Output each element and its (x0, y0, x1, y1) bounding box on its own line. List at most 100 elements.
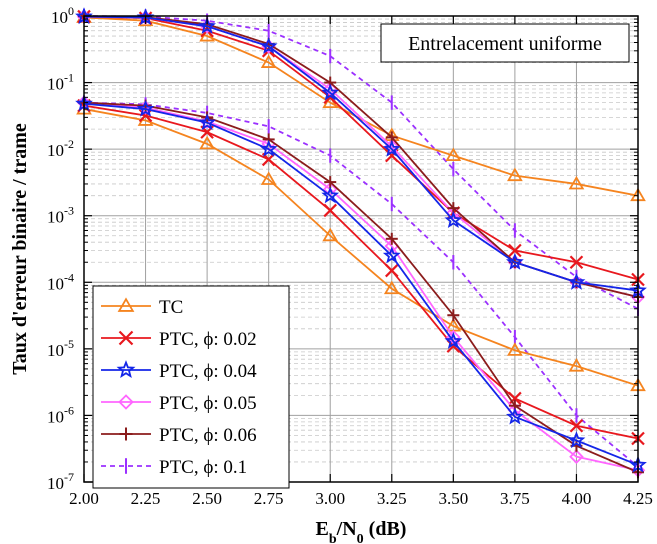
legend-label: PTC, ϕ: 0.1 (159, 457, 247, 478)
x-tick-label: 3.50 (438, 489, 468, 508)
star-marker (321, 186, 340, 204)
y-tick-label-exponent: -5 (64, 337, 74, 351)
series-line-ber (83, 104, 639, 440)
legend: TC PTC, ϕ: 0.02 PTC, ϕ: 0.04 PTC, ϕ: 0.05 PT… (92, 285, 290, 489)
x-tick-label: 4.00 (562, 489, 592, 508)
y-tick-label: 100 (51, 4, 74, 27)
x-axis-title-tail: (dB) (364, 518, 407, 540)
y-tick-label: 10-2 (47, 137, 74, 160)
legend-item: PTC, ϕ: 0.04 (101, 360, 257, 382)
annotation-box: Entrelacement uniforme (380, 23, 630, 63)
star-marker (444, 211, 463, 228)
triangle-marker (260, 54, 277, 68)
series-line-fer (83, 16, 639, 197)
y-tick-label-base: 10 (47, 141, 64, 160)
y-tick-label-base: 10 (47, 474, 64, 493)
diamond-marker (118, 394, 134, 410)
legend-label: PTC, ϕ: 0.06 (159, 425, 257, 446)
legend-label: TC (159, 297, 183, 318)
y-tick-label: 10-3 (47, 204, 74, 227)
x-marker-stroke (118, 330, 134, 346)
star-marker (136, 99, 155, 117)
y-tick-label-exponent: -1 (64, 71, 74, 85)
x-tick-label: 3.25 (377, 489, 407, 508)
legend-item: PTC, ϕ: 0.02 (101, 329, 257, 350)
x-axis-title: Eb/N0 (dB) (316, 518, 407, 544)
x-marker-stroke (508, 243, 522, 258)
triangle-marker (260, 171, 277, 185)
series-line-ber (83, 101, 639, 472)
x-tick-label: 2.00 (69, 489, 99, 508)
triangle-marker (445, 147, 462, 162)
legend-label: PTC, ϕ: 0.04 (159, 361, 257, 382)
y-tick-label-base: 10 (47, 274, 64, 293)
y-tick-label: 10-4 (47, 270, 74, 293)
x-tick-label: 2.50 (192, 489, 222, 508)
triangle-marker (507, 342, 523, 356)
series-layer (75, 7, 647, 479)
legend-frame (92, 285, 290, 489)
triangle-marker (199, 135, 215, 150)
x-tick-label: 2.75 (254, 489, 284, 508)
y-tick-label: 10-5 (47, 337, 74, 360)
star-marker (567, 272, 586, 290)
annotation-text: Entrelacement uniforme (408, 33, 602, 55)
y-tick-label-exponent: -6 (64, 403, 74, 417)
y-tick-label-base: 10 (47, 208, 64, 227)
annotation-frame (380, 23, 630, 63)
star-marker (198, 113, 217, 131)
star-marker (116, 360, 136, 379)
star-marker (505, 252, 524, 270)
x-marker-stroke (508, 391, 522, 406)
series-line-ber (83, 101, 639, 474)
y-tick-label-base: 10 (47, 341, 64, 360)
x-marker-stroke (569, 418, 584, 433)
star-marker (444, 331, 463, 349)
y-tick-label-exponent: -4 (64, 270, 74, 284)
x-tick-label: 4.25 (623, 489, 653, 508)
y-tick-label-exponent: -2 (64, 137, 74, 151)
star-marker (382, 139, 401, 157)
star-marker (259, 36, 278, 54)
diamond-marker (569, 449, 584, 464)
x-tick-label: 2.25 (131, 489, 161, 508)
x-tick-label: 3.75 (500, 489, 530, 508)
star-marker (567, 431, 586, 449)
triangle-marker (568, 175, 585, 190)
y-tick-label: 10-1 (47, 71, 74, 94)
y-tick-label-exponent: -3 (64, 204, 74, 218)
y-tick-label-base: 10 (51, 8, 68, 27)
x-axis-title-sub1: b (329, 532, 337, 544)
plot-frame (83, 15, 639, 483)
series-line-ber (83, 108, 639, 387)
x-tick-label: 3.00 (315, 489, 345, 508)
tick-marks (83, 15, 639, 483)
y-tick-label-exponent: -7 (64, 470, 74, 484)
star-marker (382, 246, 401, 264)
legend-item: PTC, ϕ: 0.1 (101, 457, 247, 478)
x-marker-stroke (323, 203, 338, 218)
x-axis-title-sub2: 0 (357, 532, 364, 544)
star-marker (198, 16, 217, 34)
legend-label: PTC, ϕ: 0.05 (159, 393, 257, 414)
triangle-marker (322, 227, 339, 242)
y-tick-label: 10-7 (47, 470, 74, 493)
triangle-marker (568, 358, 585, 372)
series-line-ber (83, 101, 639, 468)
legend-item: PTC, ϕ: 0.05 (101, 393, 257, 414)
x-marker-stroke (569, 255, 584, 270)
star-marker (505, 407, 524, 425)
y-axis-title: Taux d'erreur binaire / trame (9, 123, 31, 375)
triangle-marker (117, 297, 135, 312)
y-tick-label: 10-6 (47, 403, 74, 426)
x-marker-stroke (384, 263, 399, 278)
star-marker (321, 83, 340, 101)
y-tick-label-exponent: 0 (68, 4, 74, 18)
legend-item: PTC, ϕ: 0.06 (101, 425, 257, 446)
x-axis-title-main: E (316, 518, 329, 540)
x-tick-labels: 2.00 2.25 2.50 2.75 3.00 3.25 3.50 3.75 4.00 4.25 (69, 489, 653, 508)
triangle-marker (507, 167, 523, 182)
legend-label: PTC, ϕ: 0.02 (159, 329, 257, 350)
